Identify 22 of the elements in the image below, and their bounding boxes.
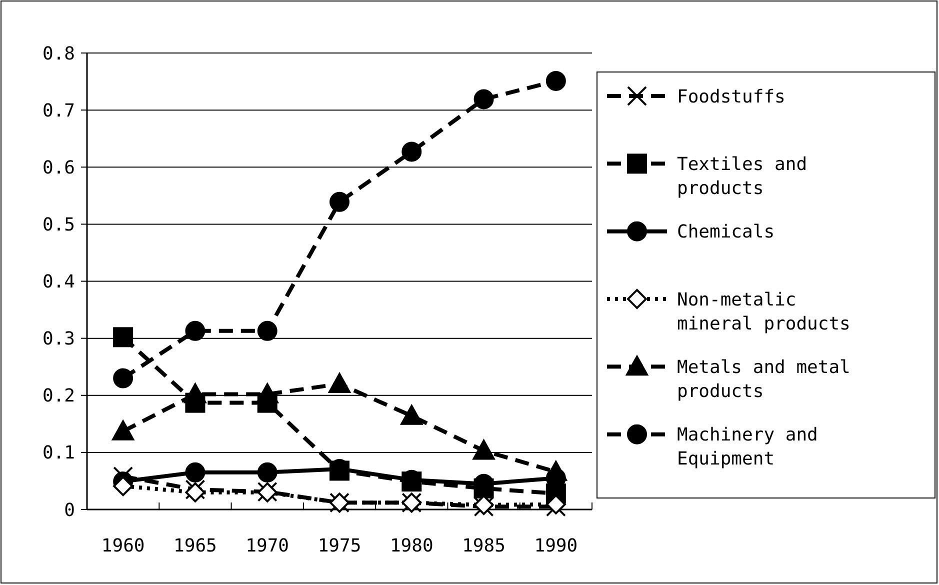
y-tick-label: 0.5: [42, 214, 75, 236]
y-tick-label: 0.2: [42, 386, 75, 407]
legend-label: Foodstuffs: [677, 86, 786, 108]
y-tick-label: 0.8: [42, 43, 75, 64]
x-tick-label: 1975: [318, 536, 362, 556]
x-tick-label: 1965: [174, 536, 217, 556]
legend-label: Metals and metal products: [677, 356, 850, 402]
y-tick-label: 0.1: [42, 442, 75, 464]
legend-label: Chemicals: [677, 222, 775, 243]
legend-label: Non-metalic mineral products: [677, 289, 850, 334]
x-tick-label: 1990: [534, 536, 578, 556]
y-tick-label: 0.4: [42, 272, 75, 293]
legend-label: Textiles and products: [677, 154, 808, 199]
y-tick-label: 0.7: [42, 100, 75, 122]
y-tick-label: 0: [64, 500, 75, 521]
y-tick-label: 0.3: [42, 328, 75, 350]
y-tick-label: 0.6: [42, 157, 75, 178]
x-tick-label: 1980: [390, 536, 434, 556]
legend-label: Machinery and Equipment: [677, 424, 818, 470]
x-tick-label: 1960: [101, 536, 145, 556]
x-tick-label: 1970: [246, 536, 290, 556]
x-tick-label: 1985: [462, 536, 506, 556]
